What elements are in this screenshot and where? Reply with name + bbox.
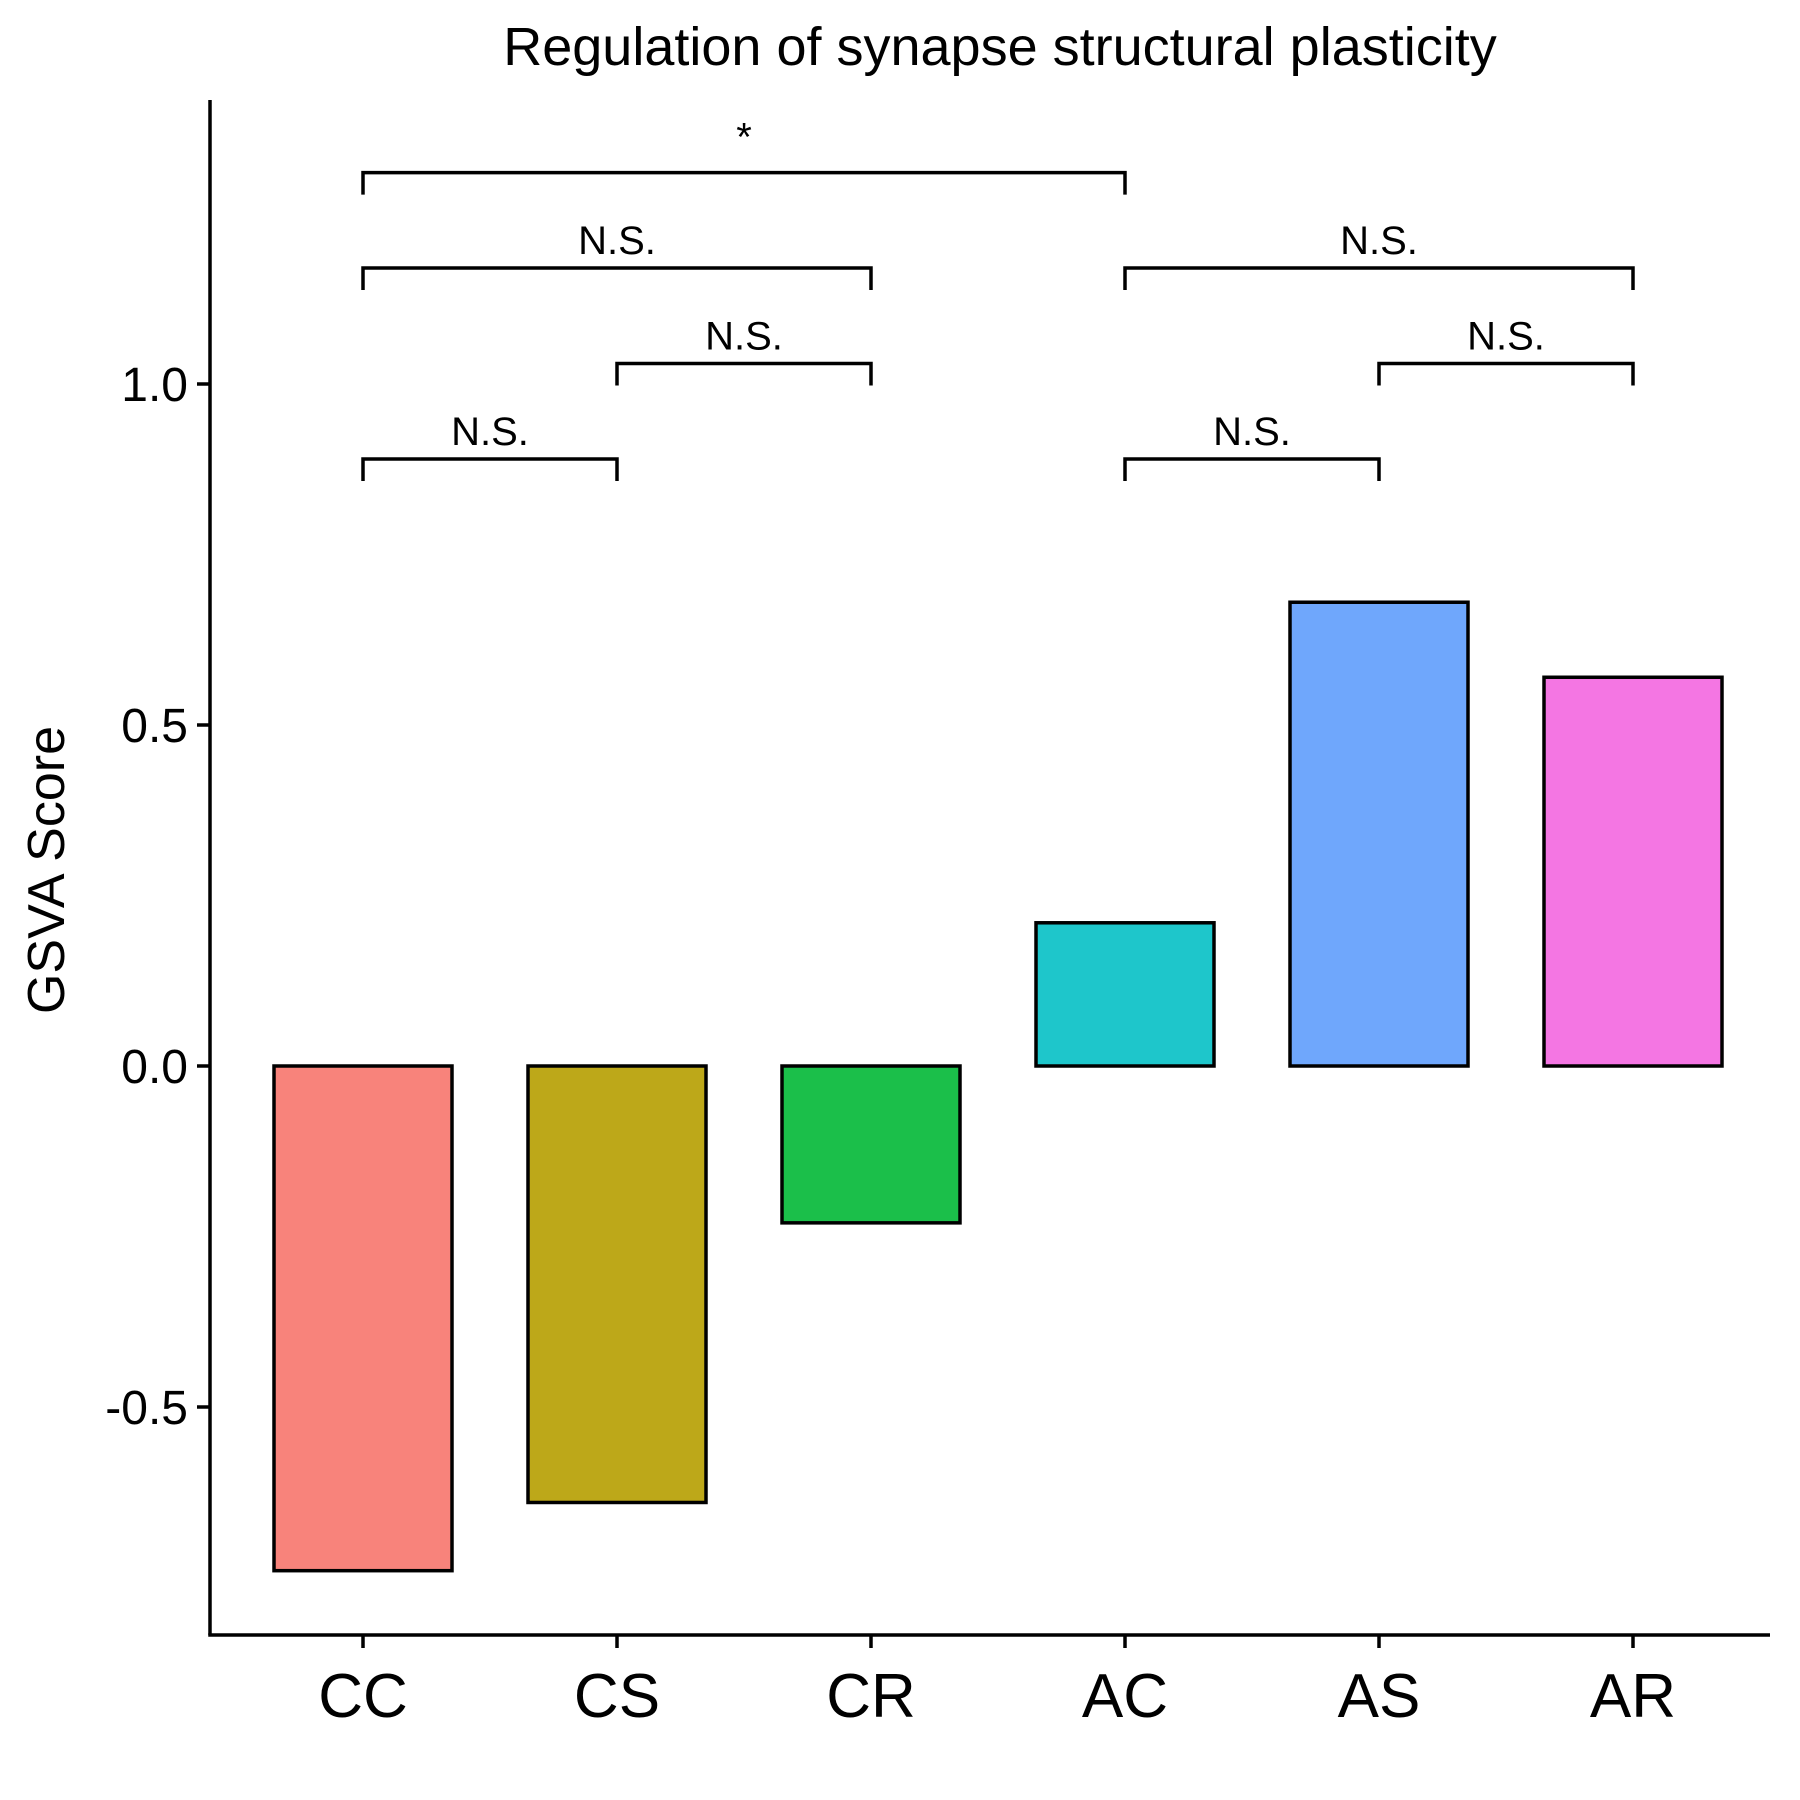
significance-bracket bbox=[1123, 457, 1381, 482]
x-tick-label-cs: CS bbox=[574, 1662, 660, 1731]
x-tick-label-as: AS bbox=[1338, 1662, 1421, 1731]
significance-bracket bbox=[1377, 361, 1635, 386]
bar-cc bbox=[272, 1064, 454, 1573]
significance-bracket bbox=[615, 361, 873, 386]
chart-title: Regulation of synapse structural plastic… bbox=[503, 17, 1497, 77]
x-tick-label-cc: CC bbox=[318, 1662, 408, 1731]
bars-layer bbox=[272, 600, 1724, 1573]
significance-label: N.S. bbox=[1467, 315, 1545, 359]
axes: -0.5 0.0 0.5 1.0 CC CS CR AC AS AR bbox=[105, 100, 1770, 1731]
significance-brackets: N.S. N.S. N.S. * N.S. N.S. N.S. bbox=[361, 116, 1635, 482]
significance-bracket bbox=[1123, 266, 1635, 291]
significance-label: N.S. bbox=[705, 315, 783, 359]
y-tick-label: -0.5 bbox=[105, 1382, 188, 1435]
bar-as bbox=[1288, 600, 1470, 1068]
significance-bracket bbox=[361, 266, 873, 291]
bar-cr bbox=[780, 1064, 962, 1225]
significance-label: N.S. bbox=[1213, 410, 1291, 454]
bar-cs bbox=[526, 1064, 708, 1505]
significance-bracket bbox=[361, 457, 619, 482]
x-tick-label-ac: AC bbox=[1082, 1662, 1168, 1731]
significance-label: N.S. bbox=[1340, 219, 1418, 263]
y-tick-label: 0.0 bbox=[121, 1041, 188, 1094]
x-tick-label-cr: CR bbox=[826, 1662, 916, 1731]
y-tick-label: 0.5 bbox=[121, 700, 188, 753]
significance-label: N.S. bbox=[451, 410, 529, 454]
significance-label: N.S. bbox=[578, 219, 656, 263]
y-tick-label: 1.0 bbox=[121, 359, 188, 412]
y-axis-label: GSVA Score bbox=[18, 726, 76, 1014]
x-tick-label-ar: AR bbox=[1590, 1662, 1676, 1731]
significance-bracket bbox=[361, 170, 1127, 195]
bar-ac bbox=[1034, 921, 1216, 1068]
bar-ar bbox=[1542, 675, 1724, 1068]
significance-label: * bbox=[736, 116, 752, 160]
